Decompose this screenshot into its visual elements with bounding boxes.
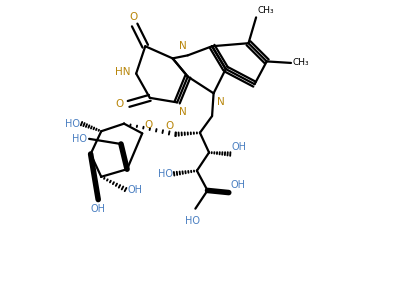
Text: CH₃: CH₃: [293, 59, 309, 67]
Text: OH: OH: [230, 180, 245, 189]
Text: N: N: [179, 107, 186, 117]
Text: O: O: [145, 120, 153, 130]
Text: HO: HO: [185, 216, 200, 226]
Text: O: O: [129, 12, 137, 22]
Text: HO: HO: [65, 119, 80, 129]
Text: N: N: [217, 97, 225, 107]
Text: O: O: [116, 99, 124, 109]
Text: HO: HO: [72, 134, 87, 144]
Text: OH: OH: [127, 185, 142, 195]
Text: O: O: [166, 121, 174, 131]
Text: CH₃: CH₃: [258, 6, 274, 15]
Text: HN: HN: [115, 67, 130, 77]
Text: HO: HO: [158, 169, 173, 179]
Text: OH: OH: [232, 142, 247, 152]
Text: OH: OH: [91, 204, 106, 214]
Text: N: N: [178, 41, 186, 51]
